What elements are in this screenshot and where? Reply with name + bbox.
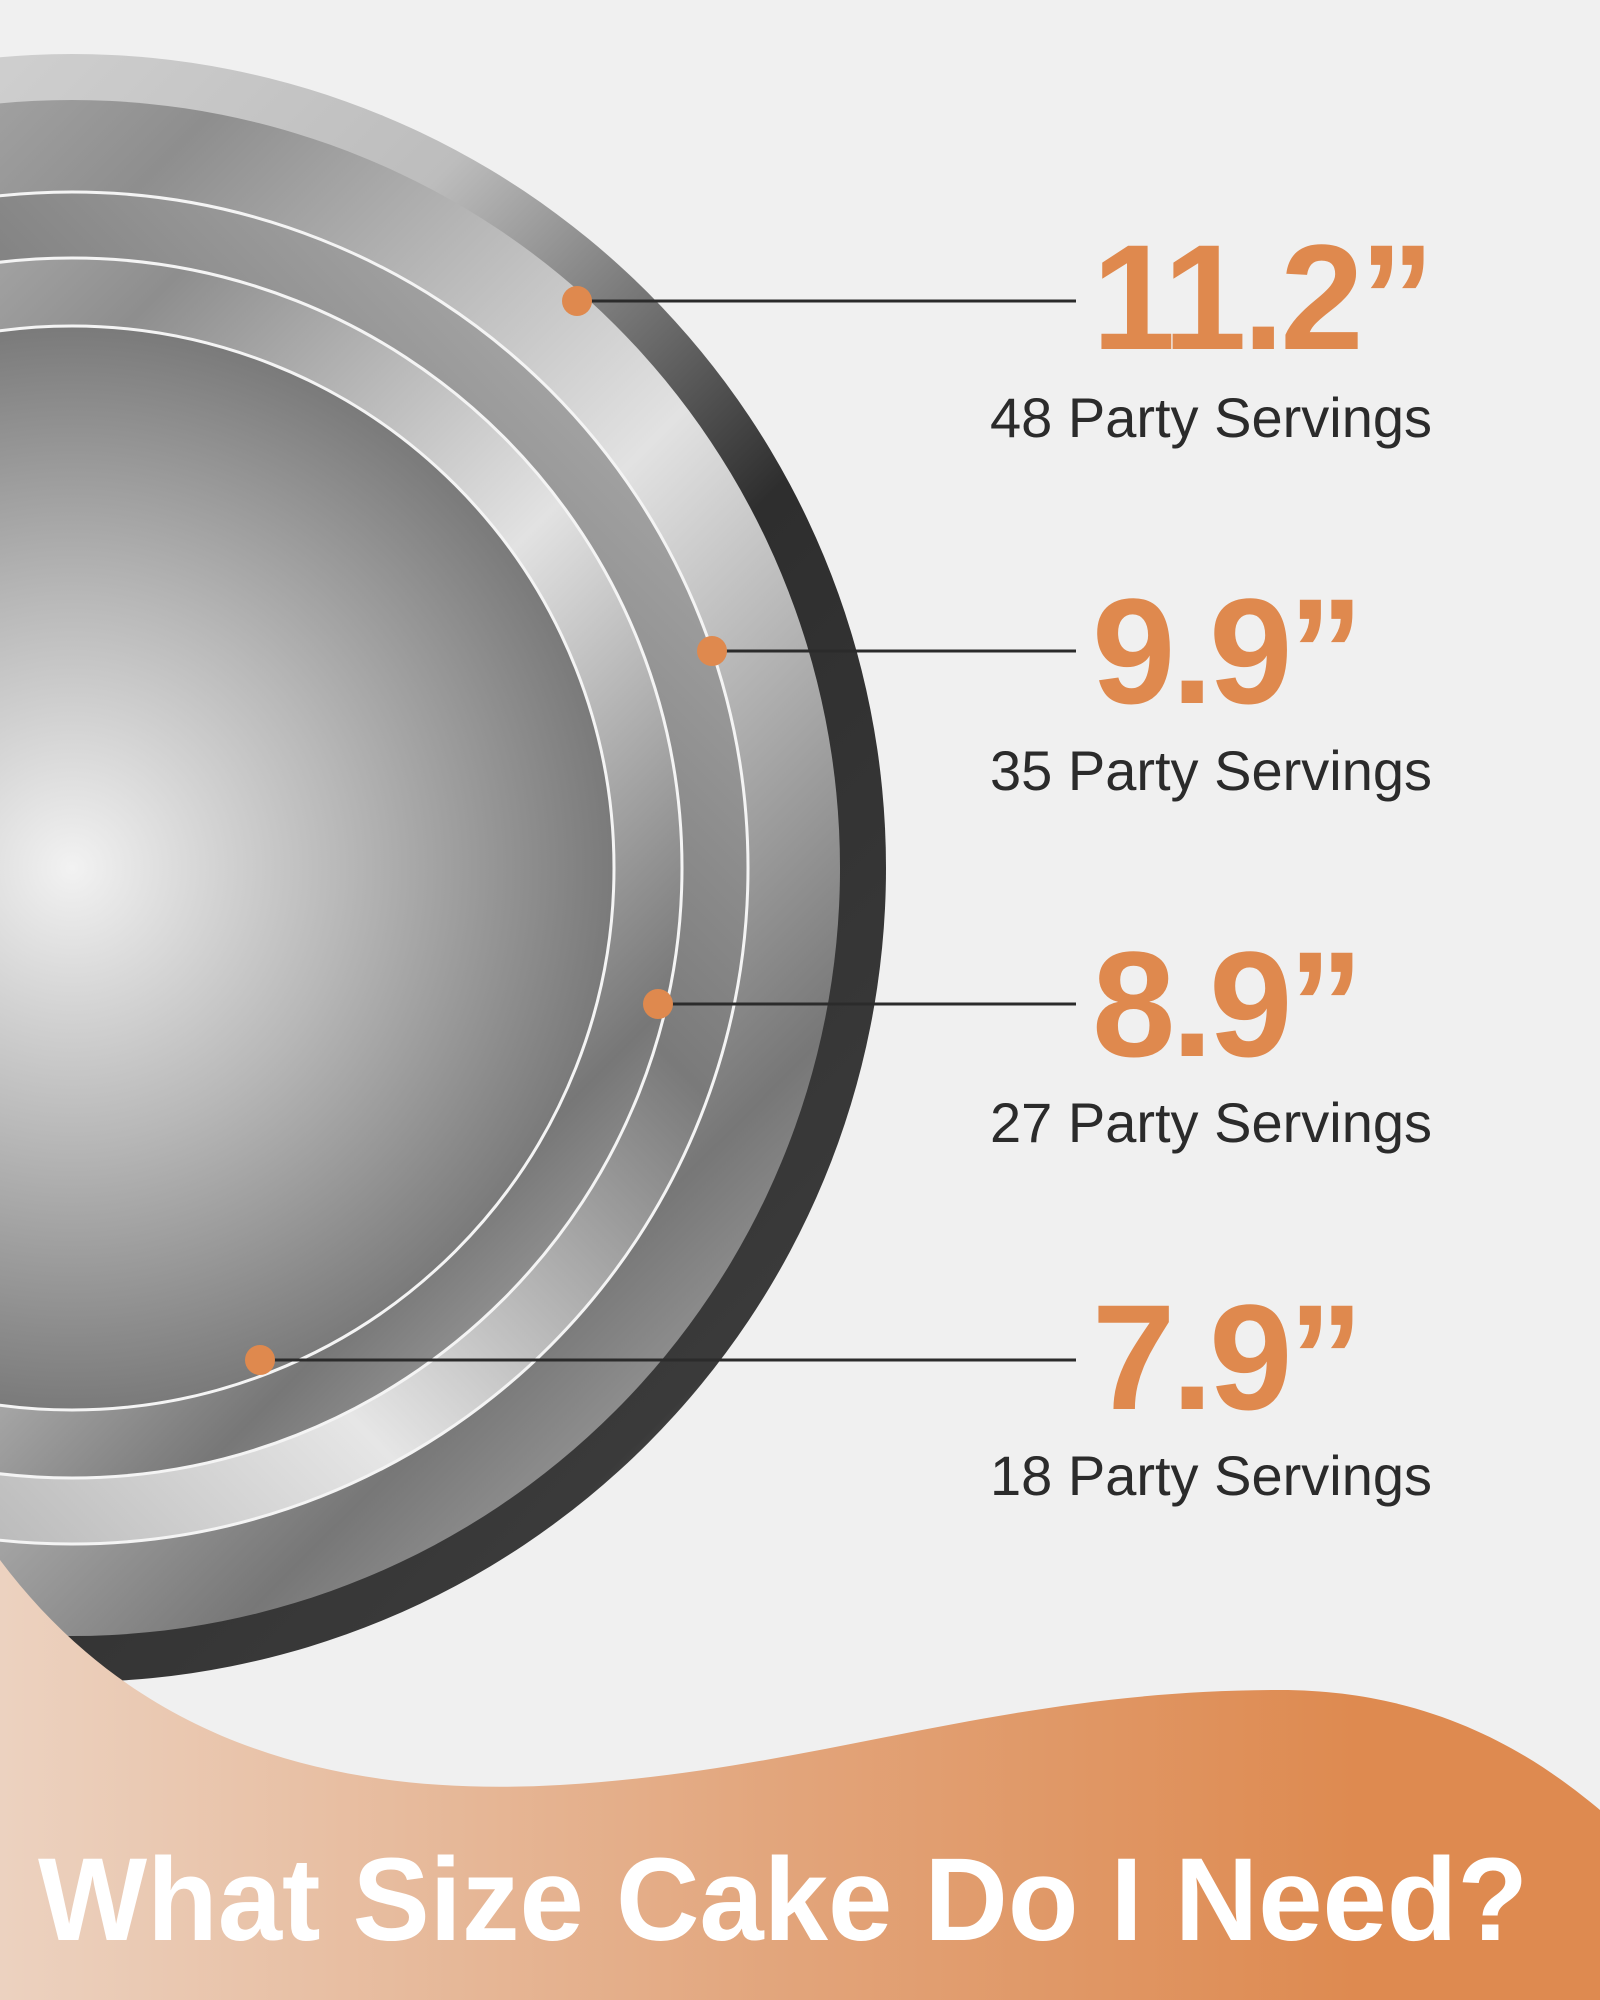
servings-label: 18 Party Servings [990, 1444, 1432, 1507]
size-label: 7.9” [1092, 1273, 1364, 1441]
size-label: 11.2” [1092, 213, 1435, 381]
size-label: 9.9” [1092, 567, 1364, 735]
orange-wave [0, 1560, 1600, 2000]
page-title: What Size Cake Do I Need? [38, 1834, 1528, 1966]
marker-dot [697, 636, 727, 666]
marker-dot [643, 989, 673, 1019]
servings-label: 35 Party Servings [990, 739, 1432, 802]
marker-dot [562, 286, 592, 316]
marker-dot [245, 1345, 275, 1375]
servings-label: 27 Party Servings [990, 1091, 1432, 1154]
servings-label: 48 Party Servings [990, 386, 1432, 449]
plate-ring-small [0, 324, 616, 1412]
size-label: 8.9” [1092, 920, 1364, 1088]
